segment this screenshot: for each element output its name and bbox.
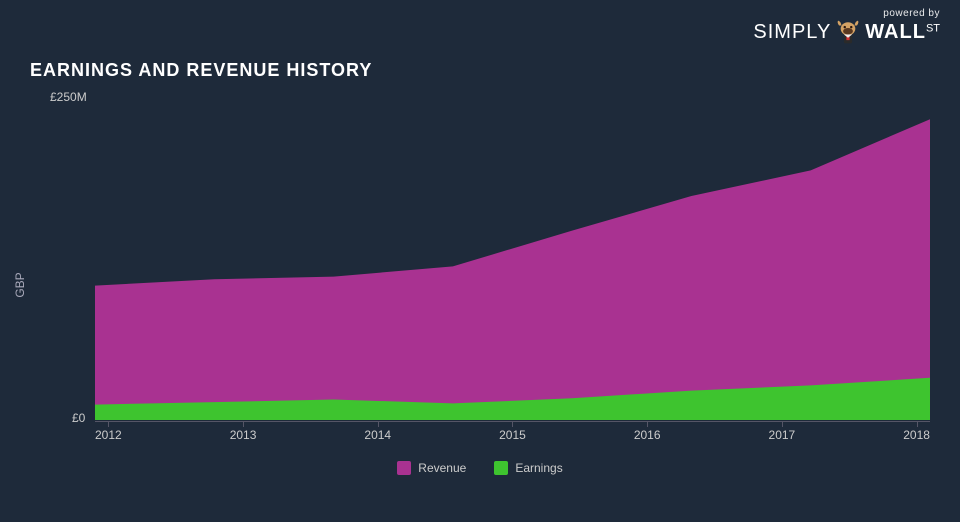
- bull-icon: [835, 19, 861, 45]
- legend-label: Earnings: [515, 461, 562, 475]
- logo-wall-wrapper: WALLST: [865, 21, 940, 44]
- legend: Revenue Earnings: [30, 461, 930, 475]
- plot-area: [95, 100, 930, 420]
- x-axis: 2012 2013 2014 2015 2016 2017 2018: [95, 421, 930, 441]
- x-tick: 2017: [769, 422, 796, 441]
- logo-main: SIMPLY WALLST: [753, 19, 940, 45]
- logo-simply: SIMPLY: [753, 21, 831, 44]
- legend-label: Revenue: [418, 461, 466, 475]
- legend-item-revenue: Revenue: [397, 461, 466, 475]
- area-chart-svg: [95, 100, 930, 420]
- y-axis-title: GBP: [13, 272, 27, 297]
- powered-by-text: powered by: [753, 8, 940, 19]
- chart-container: GBP £250M £0 201220132014201520162017201…: [30, 95, 930, 475]
- x-tick: 2013: [230, 422, 257, 441]
- chart-title: EARNINGS AND REVENUE HISTORY: [30, 60, 372, 81]
- area-series-revenue: [95, 119, 930, 420]
- brand-logo: powered by SIMPLY WALLST: [753, 8, 940, 45]
- x-tick: 2014: [364, 422, 391, 441]
- logo-st: ST: [926, 22, 940, 34]
- x-tick: 2018: [903, 422, 930, 441]
- logo-wall: WALL: [865, 21, 926, 43]
- x-tick: 2012: [95, 422, 122, 441]
- x-tick: 2015: [499, 422, 526, 441]
- x-tick: 2016: [634, 422, 661, 441]
- y-label-min: £0: [72, 411, 85, 425]
- legend-item-earnings: Earnings: [494, 461, 562, 475]
- y-label-max: £250M: [50, 90, 87, 104]
- legend-swatch: [397, 461, 411, 475]
- legend-swatch: [494, 461, 508, 475]
